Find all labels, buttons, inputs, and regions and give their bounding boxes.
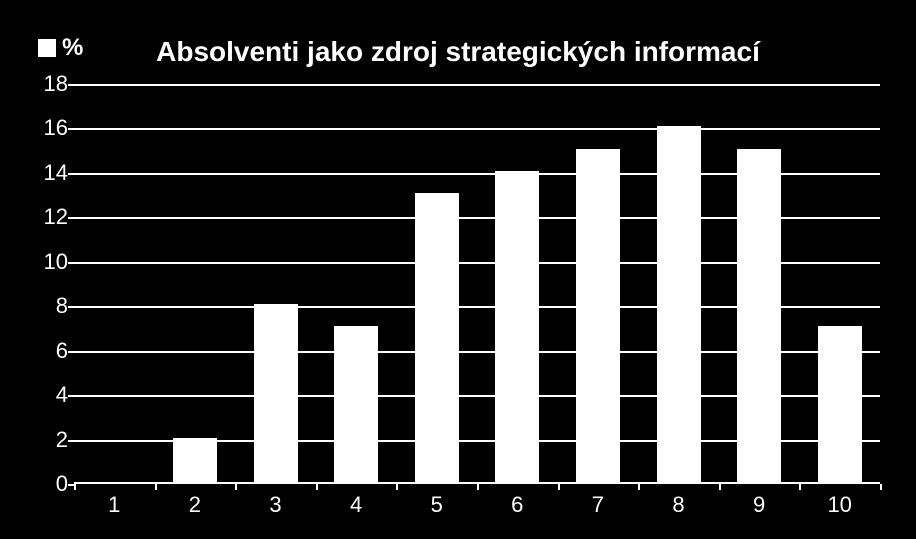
y-tick-mark [68, 173, 74, 175]
y-tick-mark [68, 84, 74, 86]
bar [415, 193, 459, 482]
y-tick-mark [68, 262, 74, 264]
y-tick-label: 8 [24, 293, 68, 319]
y-tick-mark [68, 351, 74, 353]
plot-area [74, 84, 880, 484]
x-tick-mark [799, 484, 801, 490]
x-tick-label: 6 [511, 492, 523, 518]
y-tick-label: 4 [24, 382, 68, 408]
bar [334, 326, 378, 482]
y-tick-mark [68, 306, 74, 308]
y-tick-label: 10 [24, 249, 68, 275]
y-tick-mark [68, 440, 74, 442]
x-tick-mark [396, 484, 398, 490]
chart-title: Absolventi jako zdroj strategických info… [0, 36, 916, 68]
y-tick-label: 0 [24, 471, 68, 497]
y-tick-label: 14 [24, 160, 68, 186]
y-tick-mark [68, 395, 74, 397]
chart-container: % Absolventi jako zdroj strategických in… [0, 0, 916, 539]
bar [173, 438, 217, 482]
x-tick-mark [316, 484, 318, 490]
x-tick-label: 8 [672, 492, 684, 518]
bar [254, 304, 298, 482]
y-tick-label: 18 [24, 71, 68, 97]
x-tick-mark [558, 484, 560, 490]
x-tick-mark [235, 484, 237, 490]
y-tick-label: 16 [24, 115, 68, 141]
y-tick-label: 2 [24, 427, 68, 453]
bar [495, 171, 539, 482]
x-tick-mark [719, 484, 721, 490]
bar [576, 149, 620, 482]
x-tick-label: 9 [753, 492, 765, 518]
x-tick-label: 1 [108, 492, 120, 518]
y-tick-label: 12 [24, 204, 68, 230]
x-tick-mark [74, 484, 76, 490]
bar [657, 126, 701, 482]
y-tick-mark [68, 128, 74, 130]
x-tick-label: 3 [269, 492, 281, 518]
x-tick-label: 10 [827, 492, 851, 518]
bar [737, 149, 781, 482]
bar [818, 326, 862, 482]
x-tick-mark [155, 484, 157, 490]
x-tick-label: 7 [592, 492, 604, 518]
x-tick-label: 2 [189, 492, 201, 518]
grid-line [74, 84, 880, 86]
x-tick-mark [477, 484, 479, 490]
grid-line [74, 128, 880, 130]
y-tick-label: 6 [24, 338, 68, 364]
x-tick-mark [880, 484, 882, 490]
x-tick-mark [638, 484, 640, 490]
x-tick-label: 4 [350, 492, 362, 518]
x-tick-label: 5 [431, 492, 443, 518]
y-tick-mark [68, 217, 74, 219]
